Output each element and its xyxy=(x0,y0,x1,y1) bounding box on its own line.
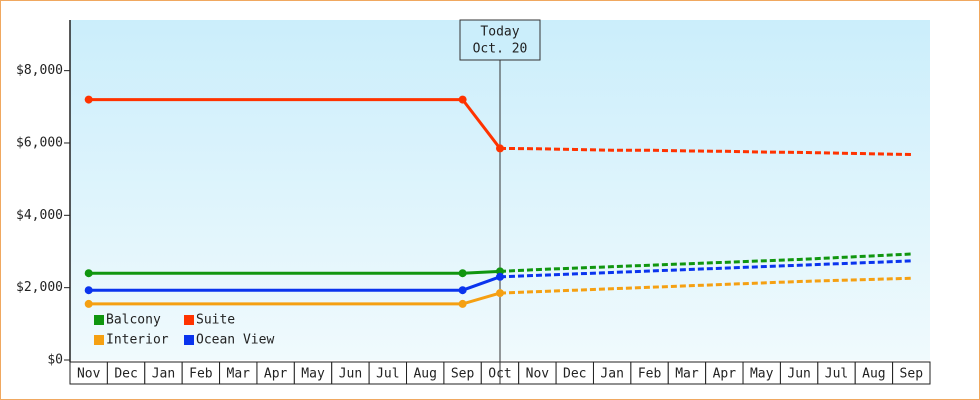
point xyxy=(496,289,504,298)
x-tick-label: Feb xyxy=(189,367,213,382)
point xyxy=(84,95,93,104)
today-label: Today xyxy=(480,25,519,40)
x-cell xyxy=(892,361,931,385)
x-tick-label: Jul xyxy=(825,367,848,382)
y-tick-label: $4,000 xyxy=(16,208,63,223)
x-tick-label: Jan xyxy=(152,367,175,382)
legend-label: Balcony xyxy=(106,313,161,328)
x-tick-label: Mar xyxy=(227,367,251,382)
point xyxy=(496,144,504,153)
legend-label: Suite xyxy=(196,313,235,328)
x-tick-label: Apr xyxy=(713,367,737,382)
point xyxy=(84,299,93,308)
y-tick-label: $2,000 xyxy=(16,280,63,295)
series-line xyxy=(88,291,501,306)
x-tick-label: Nov xyxy=(77,367,101,382)
x-tick-label: Dec xyxy=(563,367,586,382)
x-tick-label: Jan xyxy=(600,367,623,382)
y-tick-label: $0 xyxy=(47,353,63,368)
x-tick-label: May xyxy=(750,367,774,382)
x-tick-label: Apr xyxy=(264,367,288,382)
series-line xyxy=(499,252,912,273)
legend-swatch xyxy=(184,315,194,325)
x-tick-label: Jun xyxy=(787,367,810,382)
series-line xyxy=(88,269,501,275)
point xyxy=(84,286,93,295)
x-tick-label: Dec xyxy=(114,367,137,382)
x-tick-label: Jun xyxy=(339,367,362,382)
x-tick-label: Nov xyxy=(526,367,550,382)
point xyxy=(458,269,467,278)
series-line xyxy=(499,276,912,295)
x-tick-label: Jul xyxy=(376,367,399,382)
legend-swatch xyxy=(94,335,104,345)
x-tick-label: Aug xyxy=(862,367,885,382)
series-line xyxy=(88,275,501,292)
point xyxy=(458,286,467,295)
today-box xyxy=(459,19,541,61)
series-line xyxy=(499,259,912,279)
x-tick-label: Sep xyxy=(451,367,475,382)
series-line xyxy=(88,98,502,150)
point xyxy=(496,272,504,281)
x-tick-label: Sep xyxy=(900,367,924,382)
x-tick-label: Aug xyxy=(413,367,436,382)
legend-label: Interior xyxy=(106,333,169,348)
legend-swatch xyxy=(94,315,104,325)
y-tick-label: $6,000 xyxy=(16,135,63,150)
series-line xyxy=(499,146,912,157)
point xyxy=(458,95,467,104)
point xyxy=(458,299,467,308)
x-tick-label: Mar xyxy=(675,367,699,382)
today-label: Oct. 20 xyxy=(473,42,528,57)
y-tick-label: $8,000 xyxy=(16,63,63,78)
legend-swatch xyxy=(184,335,194,345)
legend-label: Ocean View xyxy=(196,333,274,348)
x-tick-label: May xyxy=(301,367,325,382)
x-tick-label: Feb xyxy=(638,367,662,382)
point xyxy=(84,269,93,278)
